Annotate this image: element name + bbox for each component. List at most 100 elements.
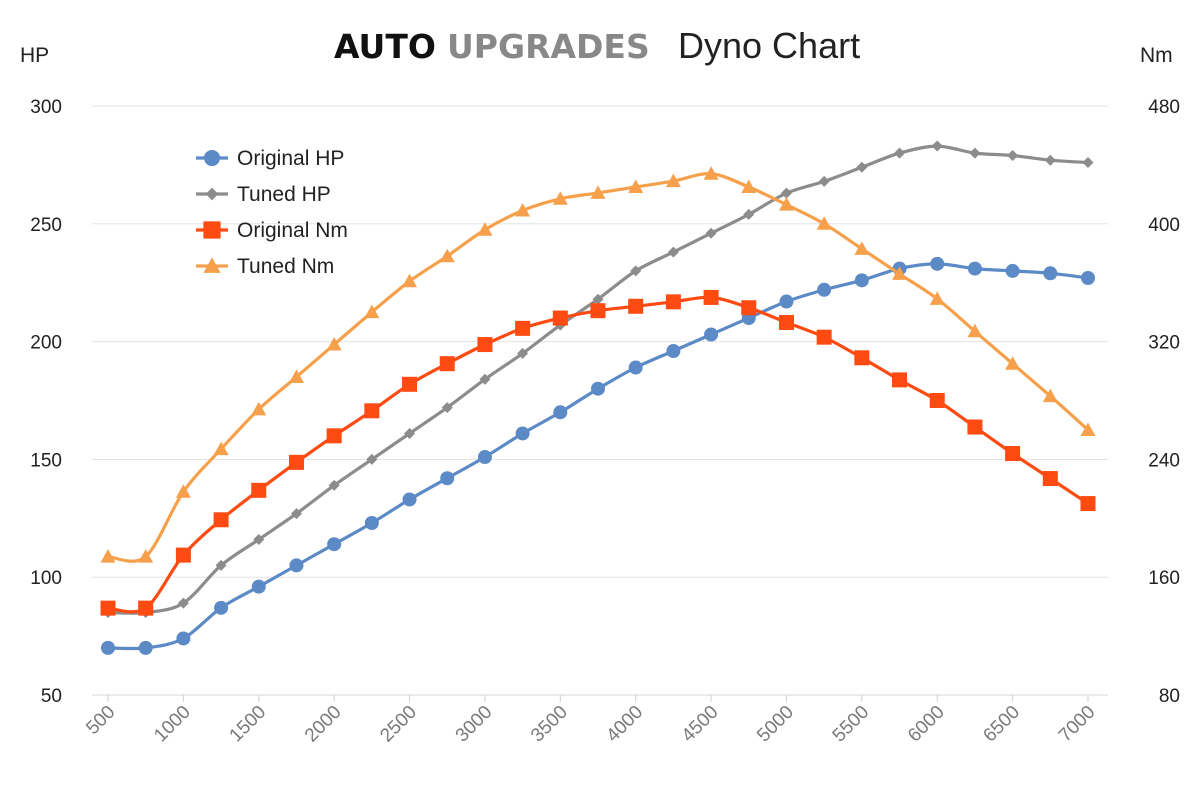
x-tick-label: 5000: [753, 702, 798, 747]
data-point: [1080, 422, 1096, 436]
x-tick-label: 3500: [527, 702, 572, 747]
y-axis-right-label: Nm: [1140, 44, 1173, 67]
data-point: [402, 273, 418, 288]
legend-label: Tuned HP: [237, 183, 331, 206]
data-point: [404, 427, 416, 439]
data-point: [630, 265, 642, 277]
data-point: [138, 600, 154, 616]
data-point: [704, 327, 719, 342]
data-point: [552, 191, 568, 205]
data-point: [854, 241, 870, 255]
series-tuned-hp: [102, 140, 1094, 619]
data-point: [215, 559, 227, 571]
data-point: [176, 631, 191, 646]
legend-item-tuned-nm: Tuned Nm: [196, 255, 334, 278]
data-point: [553, 405, 568, 420]
data-point: [628, 298, 644, 314]
data-point: [1080, 496, 1096, 512]
data-point: [251, 401, 267, 416]
data-point: [703, 166, 719, 180]
y-tick-left-label: 50: [41, 686, 62, 707]
data-point: [1005, 446, 1021, 462]
y-tick-right-label: 160: [1148, 568, 1180, 589]
data-point: [1044, 154, 1056, 166]
data-point: [100, 600, 116, 616]
data-point: [441, 402, 453, 414]
x-tick-label: 7000: [1055, 702, 1100, 747]
grid-lines: [92, 105, 1108, 696]
data-point: [515, 320, 531, 336]
data-point: [1082, 157, 1094, 169]
data-point: [930, 256, 945, 271]
data-point: [289, 558, 304, 573]
data-point: [328, 479, 340, 491]
x-tick-label: 1500: [226, 702, 271, 747]
legend-marker: [203, 257, 221, 273]
data-point: [778, 197, 794, 211]
series-line: [107, 144, 1089, 615]
data-point: [1081, 270, 1095, 285]
data-point: [326, 337, 342, 351]
data-point: [175, 547, 191, 563]
y-ticks-left: 300 250 200 150 100 50: [30, 97, 62, 707]
data-point: [1007, 149, 1019, 161]
data-point: [364, 403, 380, 419]
data-point: [214, 600, 229, 615]
data-point: [440, 471, 455, 486]
legend-marker: [205, 187, 219, 201]
data-point: [101, 640, 115, 655]
y-tick-right-label: 240: [1148, 450, 1180, 471]
data-point: [515, 203, 531, 217]
data-point: [552, 310, 568, 326]
data-point: [592, 293, 604, 305]
data-point: [439, 248, 455, 263]
x-tick-label: 4500: [678, 702, 723, 747]
data-point: [780, 187, 792, 199]
x-tick-label: 4000: [602, 702, 647, 747]
data-point: [439, 356, 455, 372]
data-point: [856, 161, 868, 173]
series-tuned-nm: [100, 166, 1096, 563]
data-point: [665, 294, 681, 310]
data-point: [779, 294, 794, 309]
data-point: [666, 344, 681, 359]
data-point: [703, 289, 719, 305]
data-point: [138, 640, 153, 655]
legend-item-original-nm: Original Nm: [196, 219, 348, 242]
data-point: [590, 303, 606, 319]
chart-title: AUTO UPGRADES Dyno Chart: [334, 25, 860, 66]
data-point: [290, 508, 302, 520]
data-point: [743, 208, 755, 220]
data-point: [741, 300, 757, 316]
x-tick-label: 1000: [150, 702, 195, 747]
series-line: [107, 295, 1089, 614]
x-tick-label: 2000: [301, 702, 346, 747]
x-tick-label: 5500: [829, 702, 874, 747]
data-point: [253, 534, 265, 546]
data-point: [967, 419, 983, 435]
series-original-hp: [101, 256, 1095, 655]
data-point: [288, 454, 304, 470]
x-tick-label: 6000: [904, 702, 949, 747]
data-point: [892, 372, 908, 388]
data-point: [1005, 356, 1021, 370]
y-tick-right-label: 480: [1148, 97, 1180, 118]
data-point: [931, 140, 943, 152]
y-tick-left-label: 100: [30, 568, 62, 589]
data-point: [326, 428, 342, 444]
data-point: [667, 246, 679, 258]
data-point: [517, 347, 529, 359]
data-point: [967, 323, 983, 338]
legend-label: Tuned Nm: [237, 255, 334, 278]
data-point: [515, 426, 530, 441]
x-tick-label: 6500: [979, 702, 1024, 747]
data-point: [590, 185, 606, 199]
data-point: [854, 350, 870, 366]
data-point: [364, 304, 380, 319]
x-ticks: 500 1000 1500 2000 2500 3000 3500 4000 4500 5000 5…: [82, 695, 1100, 747]
data-point: [100, 549, 116, 563]
legend-marker: [203, 221, 221, 239]
series-group: [100, 140, 1096, 655]
data-point: [1042, 471, 1058, 487]
data-point: [213, 512, 229, 528]
